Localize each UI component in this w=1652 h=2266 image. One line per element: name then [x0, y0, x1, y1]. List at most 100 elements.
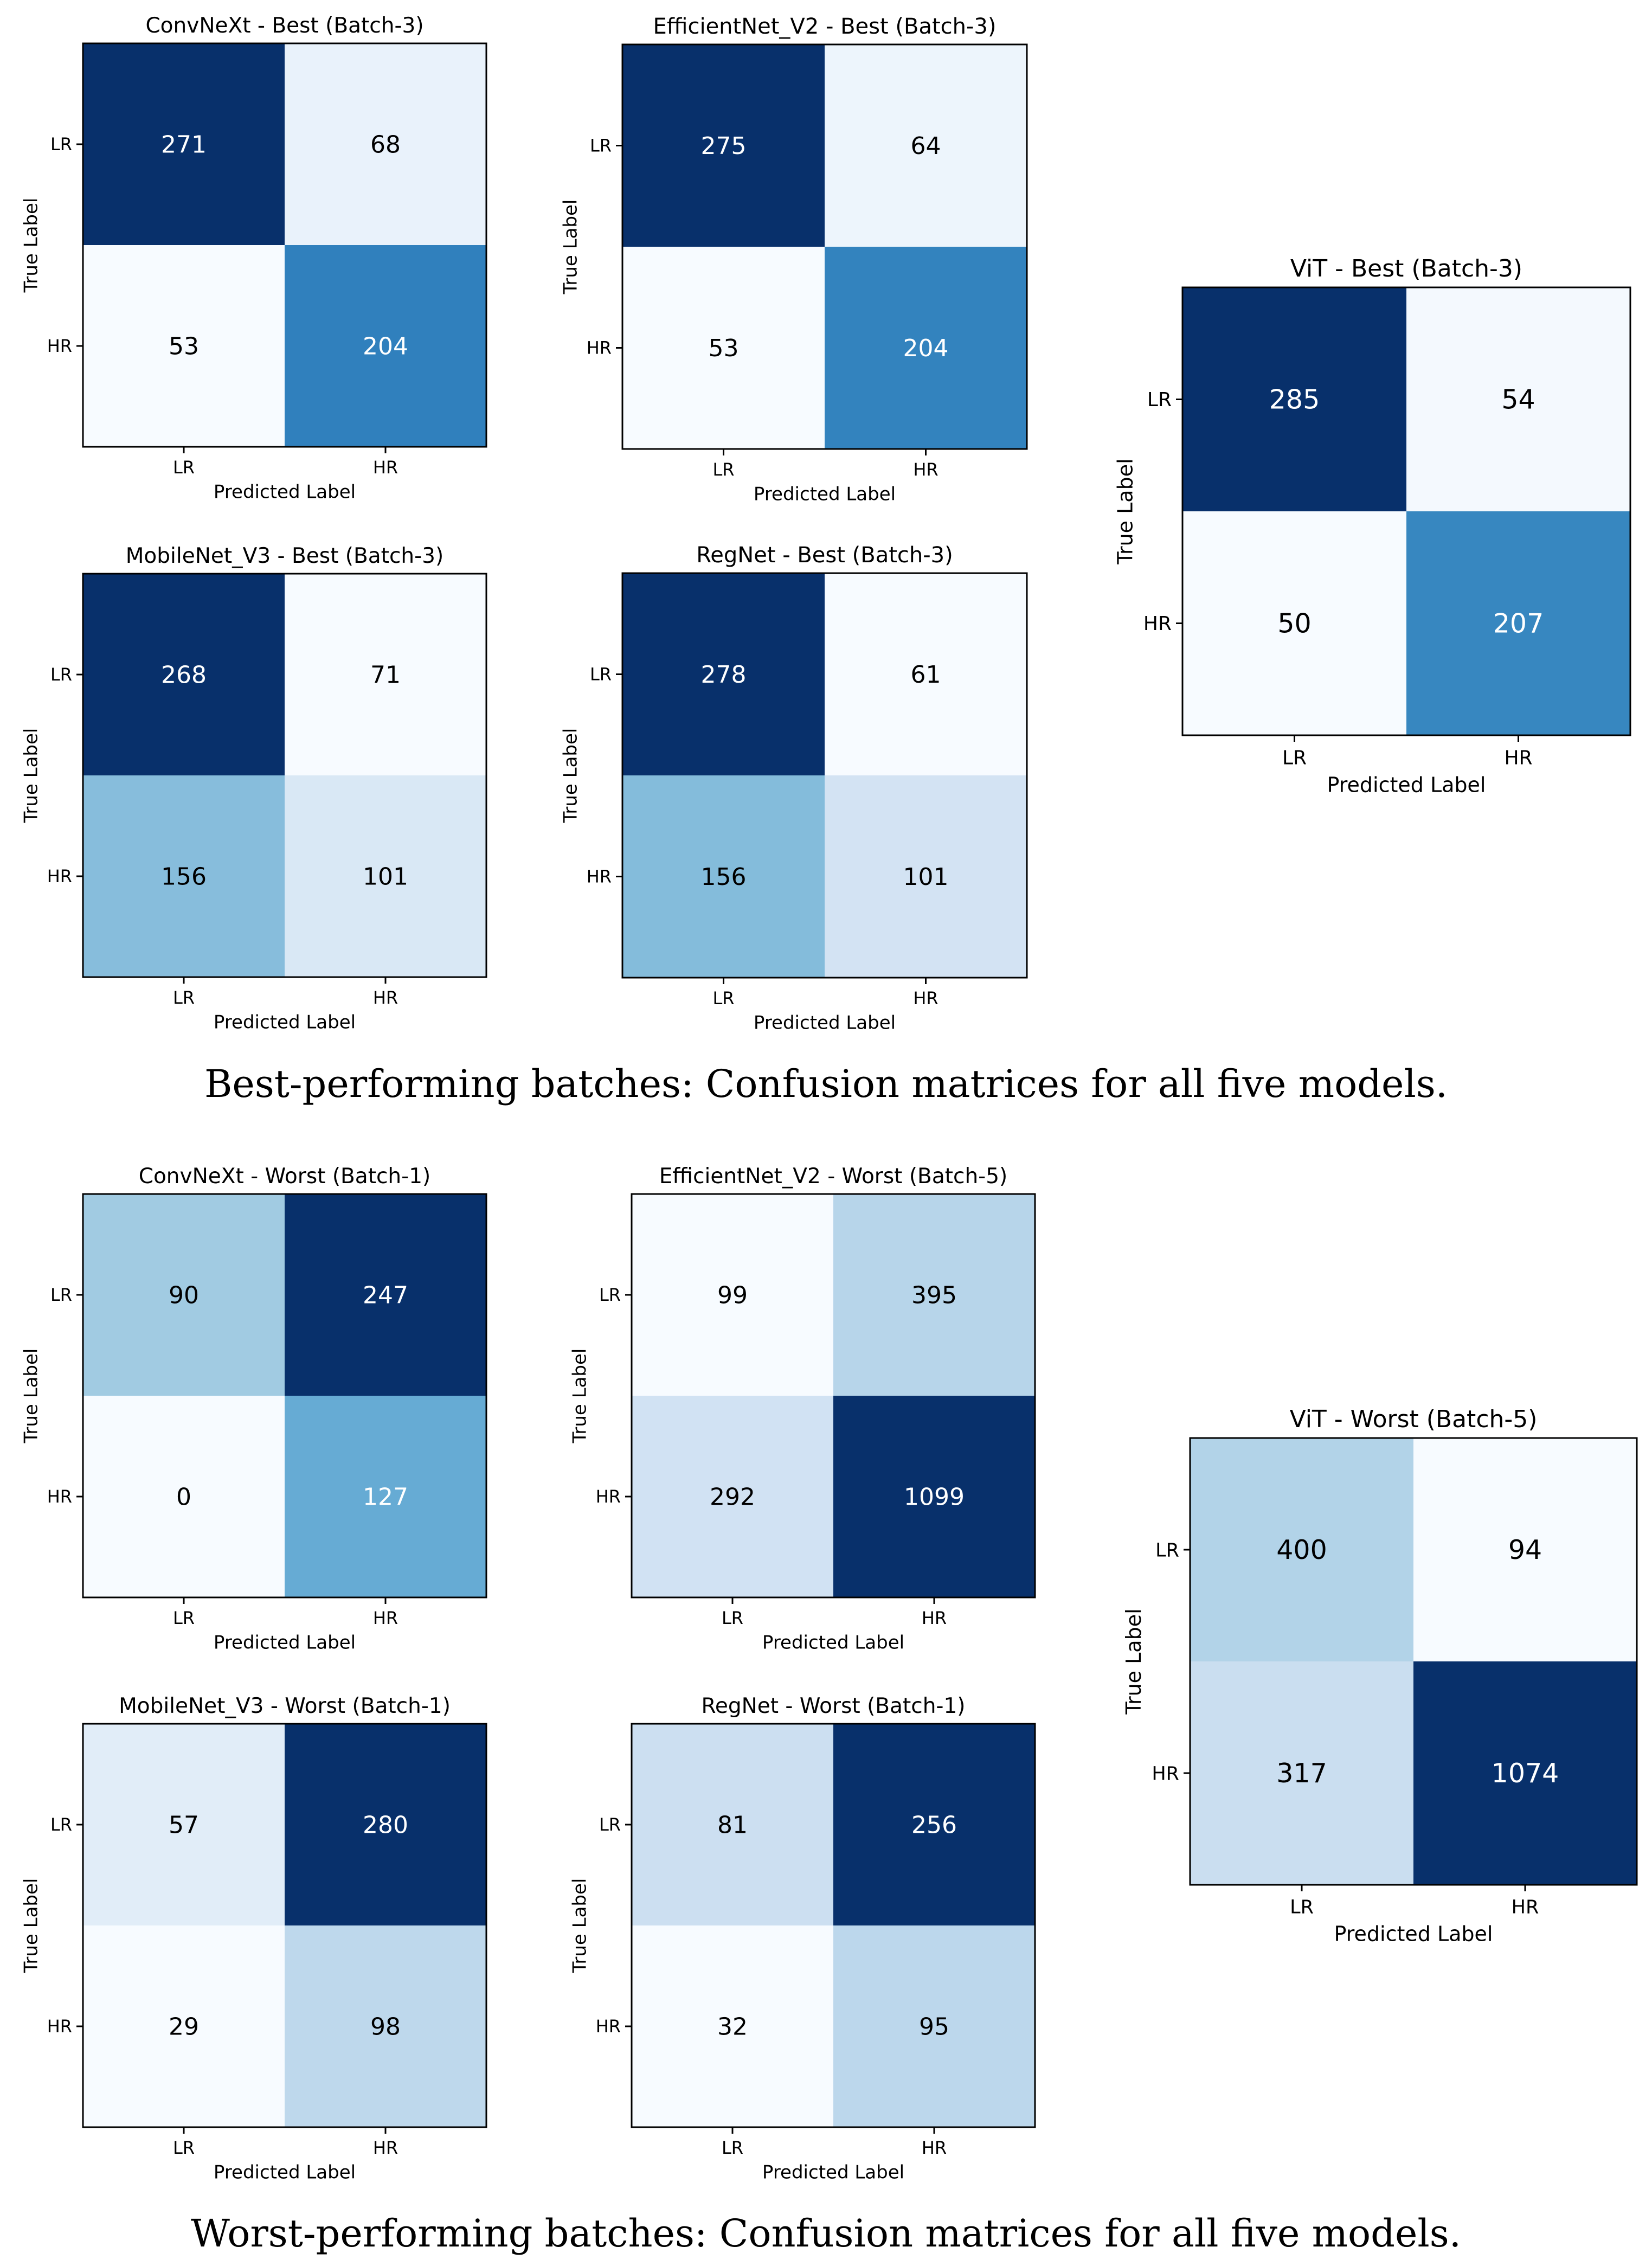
matrix-cell	[1182, 287, 1406, 511]
cell-value: 32	[717, 2013, 748, 2040]
x-tick-label: LR	[712, 459, 734, 480]
cell-value: 61	[911, 661, 941, 689]
confusion-matrix-panel: EfficientNet_V2 - Best (Batch-3) 275 64 53 2…	[560, 14, 1028, 505]
y-tick-label: HR	[1143, 613, 1172, 635]
x-axis-label: Predicted Label	[214, 1632, 356, 1654]
x-tick-label: HR	[913, 988, 938, 1009]
matrix-frame	[82, 573, 487, 978]
matrix-frame	[621, 43, 1028, 450]
y-tick-label: LR	[1147, 389, 1172, 411]
cell-value: 98	[370, 2013, 401, 2040]
x-axis-label: Predicted Label	[214, 1012, 356, 1033]
y-tick-label: LR	[50, 1285, 72, 1305]
matrix-frame	[82, 1193, 487, 1599]
cell-value: 64	[911, 132, 941, 160]
caption-worst: Worst-performing batches: Confusion matr…	[191, 2211, 1461, 2256]
confusion-matrix-panel: ViT - Best (Batch-3) 285 54 50 207 LR HR LR HR Pr…	[1113, 255, 1631, 797]
y-axis-label: True Label	[20, 1349, 42, 1444]
caption-best: Best-performing batches: Confusion matri…	[204, 1062, 1448, 1106]
cell-value: 29	[169, 2013, 199, 2040]
x-axis-label: Predicted Label	[762, 2162, 904, 2184]
matrix-title: RegNet - Worst (Batch-1)	[701, 1694, 965, 1718]
y-tick-label: HR	[47, 866, 72, 887]
cell-value: 0	[176, 1483, 191, 1511]
y-tick-label: HR	[47, 1486, 72, 1507]
matrix-cell	[83, 43, 285, 245]
x-axis-label: Predicted Label	[754, 484, 896, 505]
cell-value: 53	[169, 332, 199, 360]
matrix-cell	[1406, 511, 1630, 735]
confusion-matrix-panel: EfficientNet_V2 - Worst (Batch-5) 99 395 29…	[569, 1164, 1036, 1654]
matrix-frame	[1189, 1437, 1638, 1886]
cell-value: 101	[363, 863, 408, 890]
cell-value: 395	[911, 1281, 957, 1309]
cell-value: 256	[911, 1811, 957, 1839]
matrix-frame	[621, 572, 1028, 979]
x-tick-label: HR	[913, 459, 938, 480]
x-tick-label: LR	[173, 457, 195, 478]
y-axis-label: True Label	[20, 198, 42, 293]
matrix-cell	[632, 1925, 833, 2127]
y-tick-label: LR	[50, 1814, 72, 1835]
matrix-cell	[1182, 511, 1406, 735]
x-axis-label: Predicted Label	[1334, 1922, 1493, 1946]
matrix-frame	[631, 1723, 1036, 2128]
cell-value: 68	[370, 131, 401, 158]
cell-value: 278	[701, 661, 747, 689]
cell-value: 275	[701, 132, 747, 160]
x-axis-label: Predicted Label	[754, 1012, 896, 1034]
matrix-title: ConvNeXt - Worst (Batch-1)	[139, 1164, 431, 1189]
y-axis-label: True Label	[569, 1349, 590, 1444]
matrix-cell	[285, 43, 486, 245]
matrix-cell	[83, 574, 285, 775]
cell-value: 71	[370, 661, 401, 689]
cell-value: 90	[169, 1281, 199, 1309]
x-axis-label: Predicted Label	[214, 482, 356, 503]
matrix-cell	[833, 1724, 1035, 1925]
cell-value: 285	[1269, 384, 1320, 415]
cell-value: 156	[161, 863, 207, 890]
y-tick-label: HR	[47, 336, 72, 356]
cell-value: 204	[363, 332, 408, 360]
matrix-frame	[631, 1193, 1036, 1599]
cell-value: 1099	[904, 1483, 965, 1511]
x-tick-label: LR	[722, 1608, 743, 1628]
confusion-matrix-panel: RegNet - Best (Batch-3) 278 61 156 101 LR HR LR…	[560, 543, 1028, 1034]
matrix-title: MobileNet_V3 - Best (Batch-3)	[126, 544, 443, 568]
y-tick-label: LR	[590, 136, 612, 156]
cell-value: 1074	[1492, 1758, 1559, 1789]
matrix-cell	[83, 1396, 285, 1597]
y-tick-label: HR	[596, 2016, 621, 2037]
confusion-matrix-panel: ConvNeXt - Best (Batch-3) 271 68 53 204 LR HR L…	[20, 14, 487, 503]
cell-value: 400	[1276, 1535, 1327, 1565]
x-tick-label: LR	[173, 2137, 195, 2158]
matrix-cell	[83, 775, 285, 977]
cell-value: 50	[1277, 608, 1311, 639]
y-tick-label: HR	[587, 338, 612, 358]
y-tick-label: LR	[50, 664, 72, 685]
cell-value: 268	[161, 661, 207, 689]
x-tick-label: LR	[712, 988, 734, 1009]
x-tick-label: HR	[922, 1608, 947, 1628]
y-tick-label: LR	[1155, 1539, 1179, 1561]
y-tick-label: LR	[50, 134, 72, 155]
matrix-cell	[1413, 1661, 1637, 1885]
matrix-cell	[833, 1925, 1035, 2127]
x-tick-label: LR	[722, 2137, 743, 2158]
matrix-cell	[1190, 1661, 1413, 1885]
cell-value: 127	[363, 1483, 408, 1511]
cell-value: 280	[363, 1811, 408, 1839]
y-tick-label: LR	[599, 1814, 621, 1835]
x-tick-label: LR	[173, 1608, 195, 1628]
matrix-title: ViT - Best (Batch-3)	[1290, 255, 1522, 283]
matrix-cell	[1406, 287, 1630, 511]
y-axis-label: True Label	[560, 728, 581, 824]
matrix-cell	[622, 775, 825, 978]
y-axis-label: True Label	[1113, 458, 1137, 564]
matrix-cell	[83, 1194, 285, 1396]
y-tick-label: LR	[599, 1285, 621, 1305]
matrix-cell	[632, 1724, 833, 1925]
cell-value: 207	[1493, 608, 1544, 639]
confusion-matrix-panel: ViT - Worst (Batch-5) 400 94 317 1074 LR HR LR H…	[1122, 1405, 1638, 1946]
